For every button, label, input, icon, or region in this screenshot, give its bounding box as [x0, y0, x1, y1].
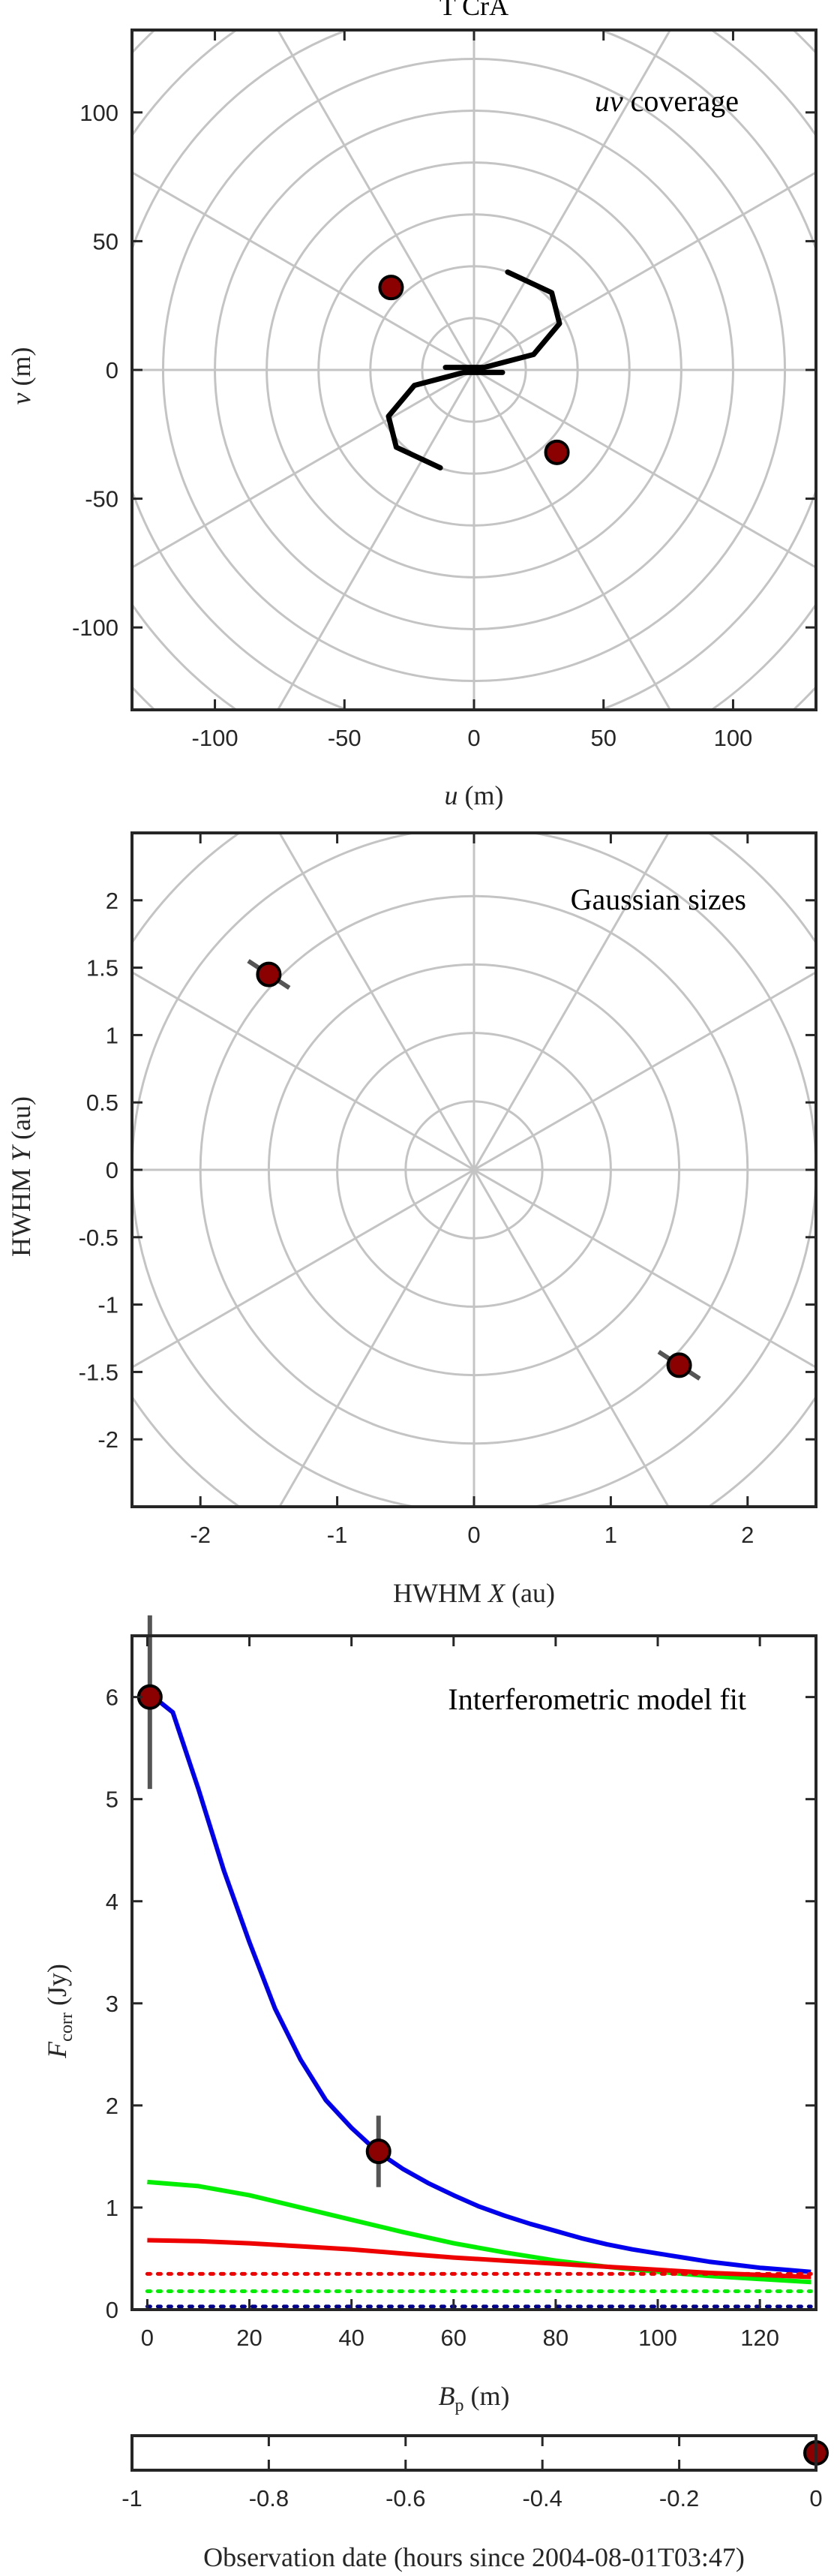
y-tick-label: -2	[98, 1426, 118, 1453]
x-tick-label: 0	[467, 1522, 480, 1548]
model-fit-panel: 0 20 40 60 80 100 120 0 1 2 3 4 5 6 Interferometric m…	[42, 1615, 818, 2415]
x-tick-label: -100	[192, 725, 238, 751]
model-curve-blue-solid	[146, 1690, 812, 2274]
y-tick-label: 0	[106, 1157, 118, 1183]
x-tick-label: 40	[338, 2325, 364, 2351]
x-axis-label: HWHM X (au)	[393, 1578, 555, 1608]
data-point-marker	[544, 439, 570, 465]
x-tick-label: 20	[236, 2325, 262, 2351]
y-tick-label: 50	[93, 228, 118, 254]
x-tick-label: 2	[741, 1522, 754, 1548]
axes-frame: -2 -1 0 1 2 -2 -1.5 -1 -0.5 0 0.5 1 1.5 2	[79, 831, 818, 1548]
x-tick-label: 60	[441, 2325, 466, 2351]
x-tick-label: -0.2	[659, 2485, 699, 2511]
data-points	[247, 959, 701, 1381]
x-axis-label: Bp (m)	[439, 2381, 510, 2415]
x-tick-label: 0	[809, 2485, 822, 2511]
y-tick-label: 0	[106, 357, 118, 383]
data-point-marker	[256, 961, 282, 987]
uv-tracks	[386, 269, 562, 470]
x-axis-label: Observation date (hours since 2004-08-01…	[203, 2542, 745, 2572]
data-point-marker	[365, 2139, 392, 2165]
y-axis-label: Fcorr (Jy)	[42, 1964, 76, 2059]
y-tick-label: 0	[106, 2297, 118, 2323]
y-tick-label: 0.5	[86, 1090, 118, 1116]
y-tick-label: -1	[98, 1292, 118, 1318]
x-tick-label: -0.8	[249, 2485, 289, 2511]
model-curve-red-solid	[147, 2238, 812, 2280]
y-tick-label: 3	[106, 1991, 118, 2017]
observation-date-panel: -1 -0.8 -0.6 -0.4 -0.2 0 Observation date (ho…	[122, 2434, 829, 2572]
panel-annotation: Gaussian sizes	[571, 882, 746, 916]
y-tick-label: 2	[106, 888, 118, 914]
x-tick-label: -2	[190, 1522, 211, 1548]
y-tick-label: 100	[80, 100, 118, 126]
x-tick-label: 120	[740, 2325, 779, 2351]
x-tick-label: 1	[604, 1522, 617, 1548]
y-tick-label: 5	[106, 1787, 118, 1813]
plot-frame	[130, 1634, 818, 2311]
grid-spoke	[132, 170, 816, 570]
y-tick-label: 2	[106, 2093, 118, 2119]
x-tick-label: 80	[543, 2325, 568, 2351]
uv-track	[386, 369, 506, 470]
uv-track	[442, 269, 562, 371]
data-point-marker	[378, 275, 404, 301]
y-tick-label: 1	[106, 1022, 118, 1048]
y-axis-label: v (m)	[6, 347, 36, 405]
panel-annotation: Interferometric model fit	[448, 1682, 746, 1716]
x-tick-label: 0	[467, 725, 480, 751]
x-tick-label: 0	[141, 2325, 154, 2351]
y-tick-label: 6	[106, 1685, 118, 1711]
uv-coverage-panel: -100 -50 0 50 100 -100 -50 0 50 100 uv coverage u…	[6, 29, 818, 810]
data-point-marker	[666, 1352, 692, 1378]
model-curves	[145, 1690, 813, 2309]
y-tick-label: -100	[72, 615, 118, 641]
y-tick-label: -0.5	[79, 1225, 118, 1251]
y-tick-label: -1.5	[79, 1359, 118, 1385]
chart-title: T CrA	[440, 0, 508, 21]
data-points	[136, 1615, 392, 2187]
x-tick-label: 50	[590, 725, 616, 751]
x-tick-label: 100	[638, 2325, 677, 2351]
data-points	[378, 275, 570, 465]
y-tick-label: 1	[106, 2195, 118, 2221]
grid-spoke	[132, 170, 816, 570]
panel-annotation: uv coverage	[595, 84, 739, 118]
axes-frame: 0 20 40 60 80 100 120 0 1 2 3 4 5 6	[106, 1634, 818, 2351]
x-tick-label: -1	[122, 2485, 142, 2511]
grid-spoke	[132, 970, 816, 1369]
x-tick-label: -0.6	[386, 2485, 425, 2511]
y-axis-label: HWHM Y (au)	[6, 1096, 36, 1257]
axes-frame: -100 -50 0 50 100 -100 -50 0 50 100	[72, 29, 818, 751]
x-tick-label: -1	[327, 1522, 348, 1548]
plot-frame	[130, 2434, 818, 2472]
model-curve-green-solid	[147, 2179, 812, 2285]
y-tick-label: -50	[85, 486, 118, 512]
x-tick-label: -50	[328, 725, 362, 751]
x-tick-label: -0.4	[522, 2485, 562, 2511]
y-tick-label: 1.5	[86, 955, 118, 981]
x-axis-label: u (m)	[445, 780, 504, 810]
x-tick-label: 100	[714, 725, 753, 751]
y-tick-label: 4	[106, 1889, 118, 1915]
axes-frame: -1 -0.8 -0.6 -0.4 -0.2 0	[122, 2434, 823, 2511]
